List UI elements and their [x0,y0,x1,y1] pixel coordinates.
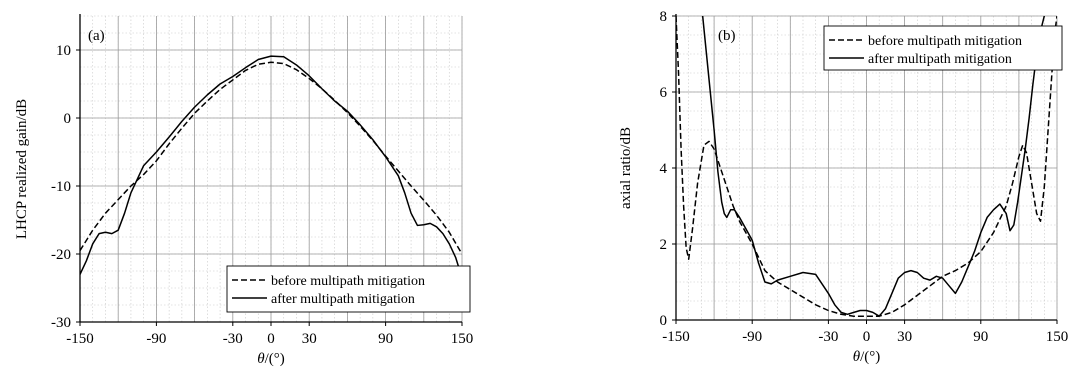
x-tick-label: -150 [66,331,94,347]
legend-label: before multipath mitigation [271,274,425,289]
legend-label: after multipath mitigation [868,52,1012,67]
panel-label: (b) [718,28,736,44]
series-line-before [676,16,1057,317]
legend-box [226,265,471,313]
y-tick-label: 8 [660,9,668,25]
y-tick-label: 0 [64,111,72,127]
y-tick-label: 4 [660,161,668,177]
x-axis-label-unit: /(°) [860,349,880,365]
x-tick-label: 30 [897,329,912,345]
y-tick-label: 6 [660,85,668,101]
x-tick-label: 0 [863,329,871,345]
legend-label: after multipath mitigation [271,292,415,307]
x-tick-label: 150 [451,331,474,347]
y-tick-label: 0 [660,313,668,329]
legend: before multipath mitigation after multipa… [226,265,471,313]
x-tick-label: -90 [146,331,166,347]
y-tick-label: -10 [51,179,71,195]
x-axis-label-var: θ [257,351,265,367]
x-axis-label: θ/(°) [853,349,881,365]
y-axis-label: axial ratio/dB [618,127,634,209]
y-tick-label: -20 [51,247,71,263]
chart-a-lhcp-gain: -150 -90 -30 0 30 90 150 -30 -20 -10 0 10 θ/(°) LHCP … [14,14,473,367]
x-tick-label: 90 [378,331,393,347]
x-axis-label: θ/(°) [257,351,285,367]
series-group [80,55,462,279]
x-tick-label: -30 [818,329,838,345]
x-axis-label-unit: /(°) [265,351,285,367]
chart-b-axial-ratio: -150 -90 -30 0 30 90 150 0 2 4 6 8 θ/(°) axial ratio/… [618,9,1068,365]
series-line-after [80,55,462,279]
x-tick-label: -150 [662,329,690,345]
x-tick-label: 150 [1046,329,1069,345]
series-line-before [80,61,462,255]
panel-label: (a) [88,28,105,44]
x-tick-label: 0 [267,331,275,347]
y-axis-label: LHCP realized gain/dB [14,99,30,239]
legend: before multipath mitigation after multipa… [823,25,1063,71]
series-group [676,16,1057,317]
x-tick-label: 90 [973,329,988,345]
x-axis-label-var: θ [853,349,861,365]
y-tick-label: 10 [56,43,71,59]
x-tick-label: -30 [223,331,243,347]
legend-box [823,25,1063,71]
x-tick-label: -90 [742,329,762,345]
x-tick-label: 30 [302,331,317,347]
y-tick-label: -30 [51,315,71,331]
y-tick-label: 2 [660,237,668,253]
legend-label: before multipath mitigation [868,34,1022,49]
series-line-after [701,16,1046,317]
